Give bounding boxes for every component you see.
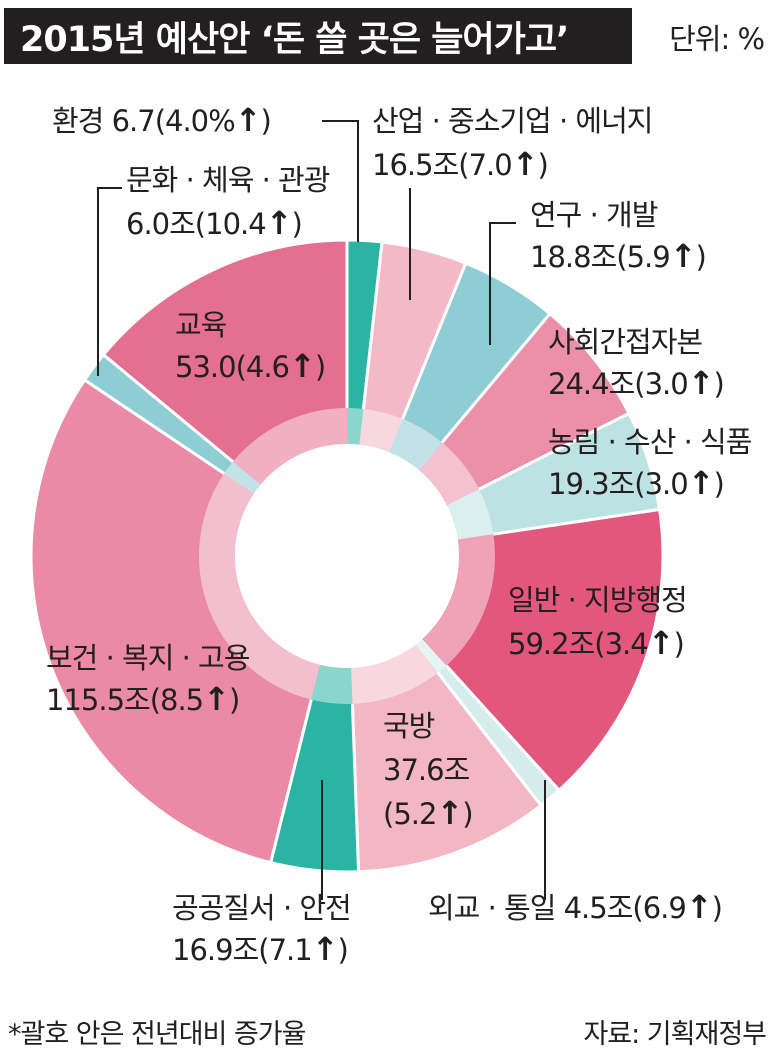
leader-line-environment [322,120,359,242]
label-diplomacy: 외교 · 통일 4.5조(6.9↑) [428,888,722,926]
label-education: 교육 53.0(4.6↑) [175,308,325,385]
label-industry: 산업 · 중소기업 · 에너지 16.5조(7.0↑) [372,104,652,183]
donut-hole [235,444,459,668]
label-public-safety: 공공질서 · 안전 16.9조(7.1↑) [172,891,351,968]
slice-welfare [29,377,349,865]
chart-title: 2015년 예산안 ‘돈 쓸 곳은 늘어가고’ [20,19,569,60]
label-infrastructure: 사회간접자본 24.4조(3.0↑) [548,325,724,402]
unit-label: 단위: % [669,22,765,56]
label-culture: 문화 · 체육 · 관광 6.0조(10.4↑) [126,163,330,242]
label-general-admin: 일반 · 지방행정 59.2조(3.4↑) [508,583,687,662]
label-defense: 국방 37.6조 (5.2↑) [383,709,473,832]
label-welfare: 보건 · 복지 · 고용 115.5조(8.5↑) [46,641,250,718]
title-bar: 2015년 예산안 ‘돈 쓸 곳은 늘어가고’ [4,8,632,64]
label-agriculture: 농림 · 수산 · 식품 19.3조(3.0↑) [548,425,752,502]
leader-line-culture [97,187,122,376]
label-rnd: 연구 · 개발 18.8조(5.9↑) [530,198,706,275]
source-note: 자료: 기획재정부 [583,1019,767,1050]
label-environment: 환경 6.7(4.0%↑) [52,101,271,139]
footnote: *괄호 안은 전년대비 증가율 [8,1019,306,1050]
leader-line-rnd [489,222,516,345]
donut-chart: 환경 6.7(4.0%↑) 산업 · 중소기업 · 에너지 16.5조(7.0↑) 연… [29,101,753,968]
